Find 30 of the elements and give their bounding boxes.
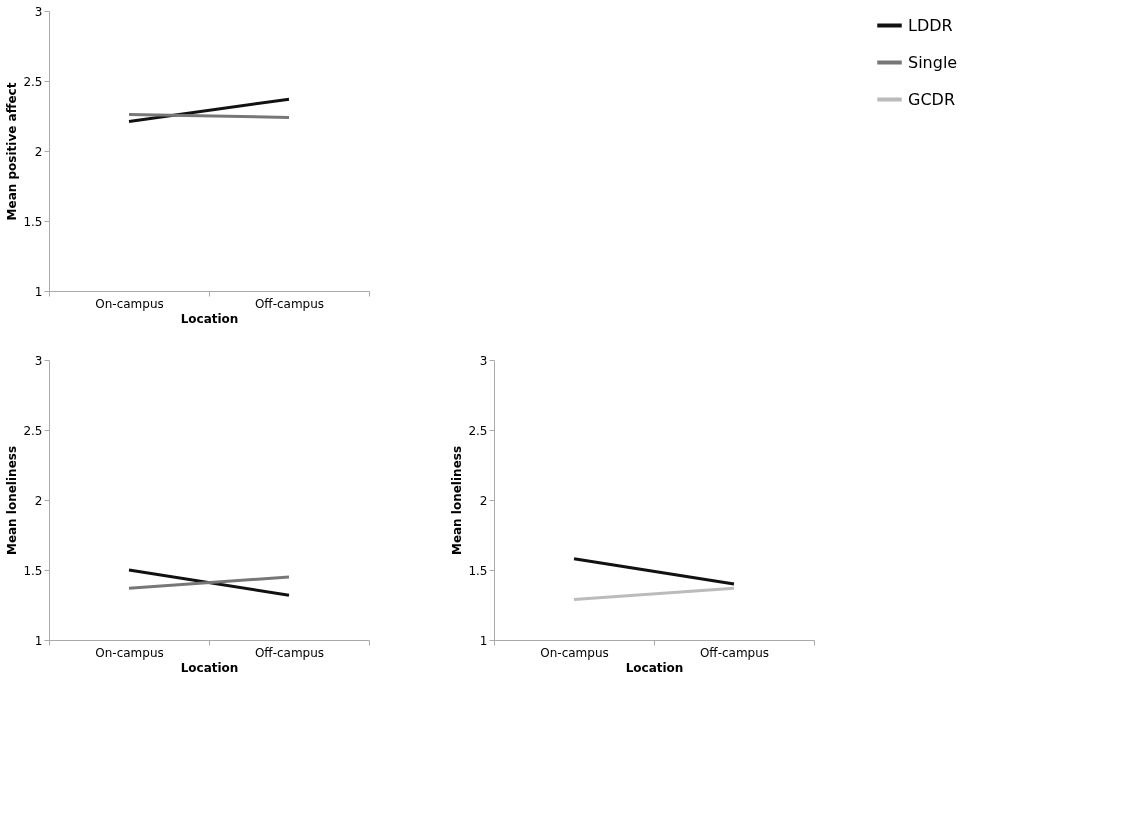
y-tick-label: 2.5 bbox=[23, 423, 43, 438]
y-tick-label: 1 bbox=[34, 633, 43, 648]
y-tick-label: 2 bbox=[34, 144, 43, 159]
y-tick-label: 3 bbox=[34, 4, 43, 19]
y-tick-label: 2 bbox=[479, 493, 488, 508]
legend-label: Single bbox=[908, 52, 958, 72]
x-axis-title: Location bbox=[180, 660, 239, 675]
y-tick-label: 1.5 bbox=[468, 563, 488, 578]
x-tick-label: Off-campus bbox=[254, 296, 325, 311]
x-tick-label: Off-campus bbox=[699, 645, 770, 660]
y-axis-title: Mean loneliness bbox=[450, 445, 465, 556]
y-tick-label: 2.5 bbox=[468, 423, 488, 438]
y-tick-label: 1 bbox=[34, 284, 43, 299]
x-axis-title: Location bbox=[180, 311, 239, 326]
y-tick-label: 3 bbox=[479, 353, 488, 368]
y-axis-title: Mean loneliness bbox=[5, 445, 20, 556]
legend-label: GCDR bbox=[908, 89, 956, 109]
y-axis-title: Mean positive affect bbox=[5, 82, 20, 221]
y-tick-label: 1 bbox=[479, 633, 488, 648]
x-tick-label: On-campus bbox=[540, 645, 609, 660]
x-tick-label: On-campus bbox=[95, 296, 164, 311]
x-tick-label: Off-campus bbox=[254, 645, 325, 660]
y-tick-label: 1.5 bbox=[23, 214, 43, 229]
y-tick-label: 2 bbox=[34, 493, 43, 508]
y-tick-label: 2.5 bbox=[23, 74, 43, 89]
y-tick-label: 1.5 bbox=[23, 563, 43, 578]
y-tick-label: 3 bbox=[34, 353, 43, 368]
x-axis-title: Location bbox=[625, 660, 684, 675]
legend-label: LDDR bbox=[908, 15, 953, 35]
x-tick-label: On-campus bbox=[95, 645, 164, 660]
